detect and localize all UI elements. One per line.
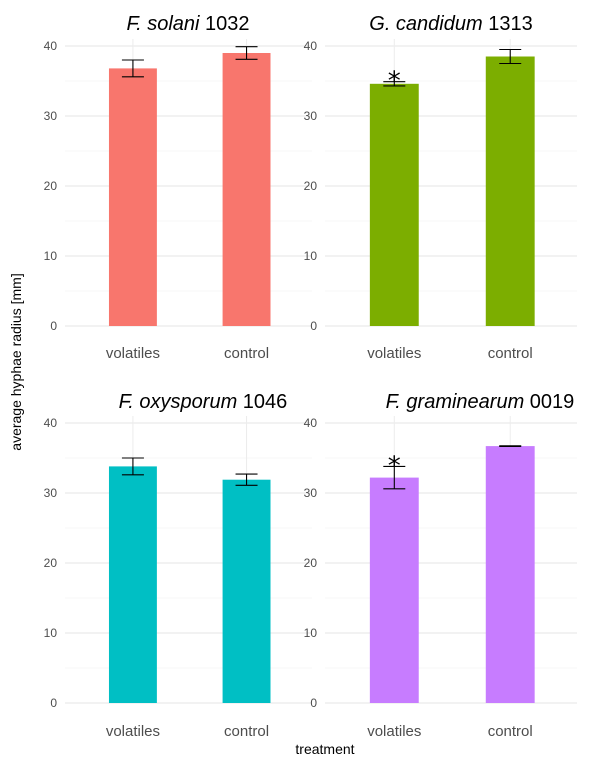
bar-control	[485, 56, 535, 326]
x-tick-label: control	[224, 723, 269, 740]
significance-marker: *	[388, 451, 401, 481]
x-tick-label: volatiles	[367, 723, 421, 740]
y-tick-label: 20	[304, 556, 318, 570]
y-tick-label: 40	[304, 39, 318, 53]
x-tick-label: control	[224, 345, 269, 362]
y-tick-label: 10	[304, 626, 318, 640]
y-tick-label: 30	[304, 486, 318, 500]
y-tick-label: 10	[44, 249, 58, 263]
panel-3: 0 10 20 30 40 F. oxysporum 1046 volatiles contr…	[44, 391, 312, 740]
x-tick-label: volatiles	[106, 723, 160, 740]
x-tick-label: volatiles	[106, 345, 160, 362]
panel-title: F. oxysporum 1046	[119, 391, 288, 413]
bar-volatiles	[369, 83, 419, 326]
y-tick-label: 0	[310, 696, 317, 710]
y-tick-label: 40	[44, 39, 58, 53]
y-tick-label: 0	[50, 319, 57, 333]
significance-marker: *	[388, 67, 401, 97]
y-axis-title: average hyphae radius [mm]	[8, 273, 24, 450]
panel-title: F. graminearum 0019	[386, 391, 575, 413]
panel-2: 0 10 20 30 40 G. candidum 1313 * volatiles contr…	[304, 13, 577, 362]
y-tick-label: 30	[44, 486, 58, 500]
bar-control	[485, 446, 535, 703]
y-tick-label: 10	[304, 249, 318, 263]
x-tick-label: control	[488, 345, 533, 362]
panel-title: G. candidum 1313	[369, 13, 532, 35]
y-tick-label: 0	[310, 319, 317, 333]
x-tick-label: volatiles	[367, 345, 421, 362]
bar-volatiles	[108, 466, 157, 703]
y-tick-label: 30	[304, 109, 318, 123]
bar-volatiles	[108, 68, 157, 327]
panel-1: 0 10 20 30 40 F. solani 1032 volatiles control	[44, 13, 312, 362]
y-tick-label: 20	[304, 179, 318, 193]
panel-title: F. solani 1032	[126, 13, 249, 35]
x-axis-title: treatment	[295, 741, 354, 757]
y-tick-label: 20	[44, 556, 58, 570]
y-tick-label: 30	[44, 109, 58, 123]
x-tick-label: control	[488, 723, 533, 740]
y-tick-label: 20	[44, 179, 58, 193]
y-tick-label: 0	[50, 696, 57, 710]
panel-4: 0 10 20 30 40 F. graminearum 0019 * volatiles co…	[304, 391, 577, 740]
bar-volatiles	[369, 477, 419, 703]
y-tick-label: 40	[304, 416, 318, 430]
bar-control	[222, 53, 271, 326]
y-tick-label: 40	[44, 416, 58, 430]
bar-control	[222, 479, 271, 703]
y-tick-label: 10	[44, 626, 58, 640]
